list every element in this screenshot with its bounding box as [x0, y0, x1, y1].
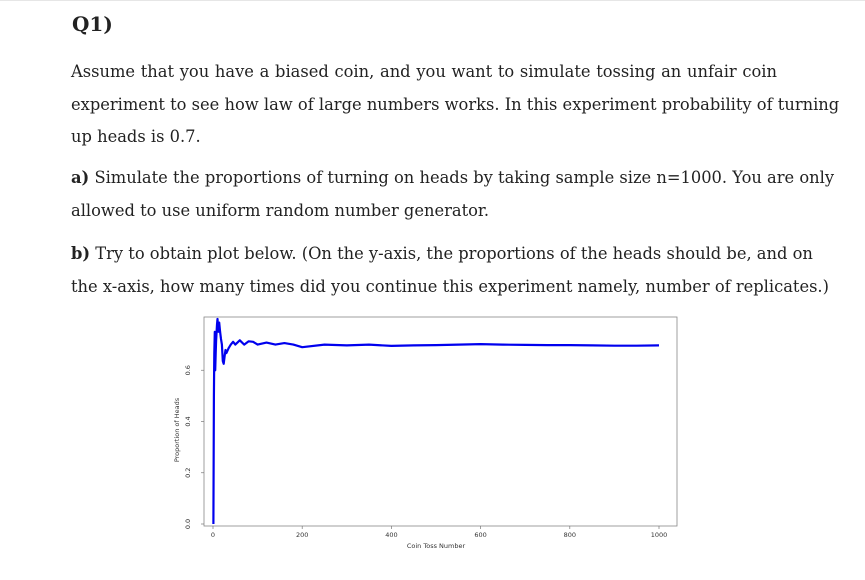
- part-a: a) Simulate the proportions of turning o…: [71, 162, 834, 227]
- x-tick-label: 200: [296, 531, 308, 539]
- x-tick-label: 800: [564, 531, 576, 539]
- top-divider: [0, 0, 865, 1]
- y-tick-label: 0.4: [184, 416, 192, 426]
- x-tick-label: 1000: [651, 531, 668, 539]
- plot-frame: [203, 316, 678, 527]
- question-intro: Assume that you have a biased coin, and …: [71, 56, 840, 154]
- part-b-label: b): [71, 244, 91, 263]
- part-b-text: Try to obtain plot below. (On the y-axis…: [90, 244, 813, 263]
- y-tick-label: 0.6: [184, 365, 192, 375]
- x-tick-label: 600: [474, 531, 486, 539]
- intro-line: experiment to see how law of large numbe…: [71, 94, 840, 114]
- intro-line: up heads is 0.7.: [71, 127, 201, 146]
- y-axis-label: Proportion of Heads: [173, 397, 181, 462]
- part-b-text: the x-axis, how many times did you conti…: [71, 276, 829, 296]
- question-title: Q1): [72, 12, 113, 36]
- part-a-text: Simulate the proportions of turning on h…: [89, 168, 835, 187]
- part-b: b) Try to obtain plot below. (On the y-a…: [71, 238, 829, 303]
- proportion-heads-chart: 0 200 400 600 800 1000 0.0 0.2 0.4 0.6 Coin Toss …: [173, 316, 678, 550]
- x-tick-label: 400: [385, 531, 397, 539]
- y-tick-label: 0.0: [184, 519, 192, 529]
- part-a-label: a): [71, 168, 90, 187]
- y-tick-label: 0.2: [184, 468, 192, 478]
- x-tick-label: 0: [211, 531, 215, 539]
- series-line: [212, 317, 660, 525]
- part-a-text: allowed to use uniform random number gen…: [71, 200, 490, 220]
- intro-line: Assume that you have a biased coin, and …: [71, 62, 777, 81]
- x-axis-label: Coin Toss Number: [407, 542, 466, 550]
